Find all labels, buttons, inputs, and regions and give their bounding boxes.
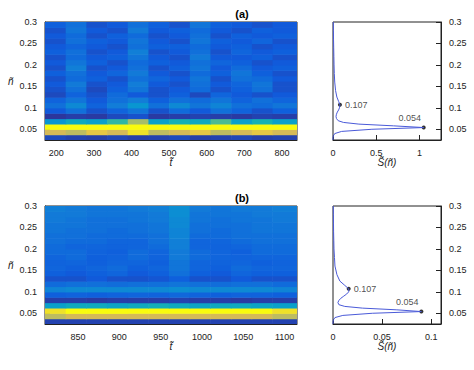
svg-text:200: 200 (49, 148, 64, 158)
svg-text:(a): (a) (235, 8, 249, 20)
svg-text:0.25: 0.25 (19, 38, 37, 48)
svg-text:500: 500 (162, 148, 177, 158)
svg-text:600: 600 (199, 148, 214, 158)
svg-text:t̃: t̃ (170, 341, 174, 353)
svg-text:(b): (b) (235, 192, 249, 204)
svg-text:0.15: 0.15 (449, 81, 467, 91)
svg-text:0.05: 0.05 (19, 308, 37, 318)
svg-text:0.25: 0.25 (449, 38, 467, 48)
svg-text:300: 300 (86, 148, 101, 158)
svg-text:700: 700 (237, 148, 252, 158)
svg-text:S̃(ñ): S̃(ñ) (378, 340, 397, 352)
svg-text:0.3: 0.3 (24, 17, 37, 27)
svg-text:1000: 1000 (192, 332, 212, 342)
svg-text:0.25: 0.25 (19, 222, 37, 232)
svg-text:0.05: 0.05 (373, 332, 391, 342)
svg-text:0: 0 (330, 148, 335, 158)
svg-text:0.2: 0.2 (449, 244, 462, 254)
svg-text:0.05: 0.05 (449, 308, 467, 318)
svg-text:0.05: 0.05 (449, 124, 467, 134)
svg-text:0.05: 0.05 (19, 124, 37, 134)
svg-text:0.1: 0.1 (449, 103, 462, 113)
svg-text:0.107: 0.107 (345, 100, 368, 110)
svg-text:0.1: 0.1 (449, 287, 462, 297)
svg-text:0.3: 0.3 (24, 201, 37, 211)
svg-text:ñ: ñ (8, 260, 14, 271)
svg-text:0.3: 0.3 (449, 201, 462, 211)
svg-text:t̃: t̃ (170, 157, 174, 169)
svg-text:0.054: 0.054 (396, 297, 419, 307)
svg-text:0.1: 0.1 (24, 103, 37, 113)
svg-text:0.054: 0.054 (398, 113, 421, 123)
svg-text:1100: 1100 (275, 332, 294, 342)
svg-text:800: 800 (274, 148, 289, 158)
svg-text:ñ: ñ (8, 76, 14, 87)
svg-text:0.15: 0.15 (19, 265, 37, 275)
svg-text:0.15: 0.15 (449, 265, 467, 275)
svg-text:0.25: 0.25 (449, 222, 467, 232)
svg-text:0.15: 0.15 (19, 81, 37, 91)
svg-text:850: 850 (71, 332, 86, 342)
svg-text:900: 900 (112, 332, 127, 342)
svg-text:1050: 1050 (233, 332, 253, 342)
svg-text:400: 400 (124, 148, 139, 158)
svg-text:1: 1 (417, 148, 422, 158)
svg-text:0.1: 0.1 (24, 287, 37, 297)
svg-text:0.2: 0.2 (449, 60, 462, 70)
svg-text:0.2: 0.2 (24, 60, 37, 70)
svg-text:950: 950 (153, 332, 168, 342)
svg-text:0.5: 0.5 (370, 148, 383, 158)
svg-text:0: 0 (330, 332, 335, 342)
svg-text:0.1: 0.1 (425, 332, 438, 342)
svg-text:S̃(ñ): S̃(ñ) (378, 156, 397, 168)
svg-text:0.2: 0.2 (24, 244, 37, 254)
svg-text:0.107: 0.107 (354, 284, 377, 294)
svg-text:0.3: 0.3 (449, 17, 462, 27)
